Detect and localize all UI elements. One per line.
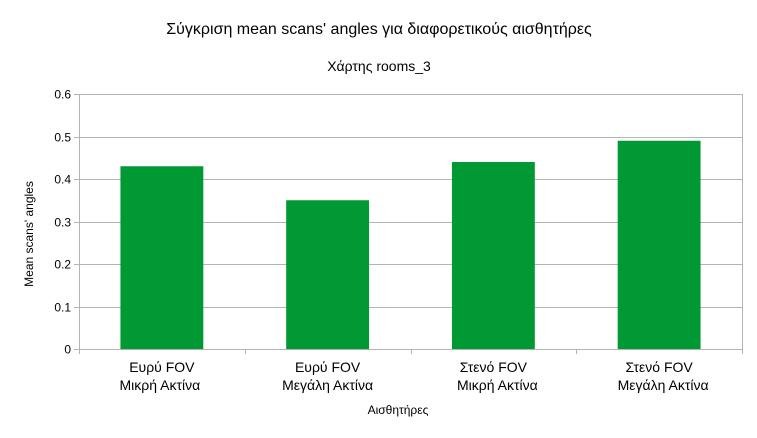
bar bbox=[451, 162, 535, 349]
y-tick-label: 0 bbox=[64, 343, 71, 357]
y-tick-label: 0.1 bbox=[54, 301, 71, 315]
x-axis-label: Αισθητήρες bbox=[368, 403, 429, 417]
y-tick-label: 0.2 bbox=[54, 258, 71, 272]
chart-title: Σύγκριση mean scans' angles για διαφορετ… bbox=[166, 21, 592, 38]
y-tick-labels: 0 0.1 0.2 0.3 0.4 0.5 0.6 bbox=[54, 88, 71, 357]
y-tick-label: 0.4 bbox=[54, 173, 71, 187]
x-category-labels: Ευρύ FOV Μικρή Ακτίνα Ευρύ FOV Μεγάλη Ακτίν… bbox=[120, 359, 709, 393]
x-category-label-line: Ευρύ FOV bbox=[295, 359, 361, 375]
x-category-label-line: Μεγάλη Ακτίνα bbox=[282, 377, 373, 393]
x-category-label: Στενό FOV Μεγάλη Ακτίνα bbox=[618, 359, 709, 393]
y-tick-label: 0.5 bbox=[54, 131, 71, 145]
y-axis-label: Mean scans' angles bbox=[22, 181, 36, 287]
bar bbox=[617, 140, 701, 349]
x-category-label-line: Μικρή Ακτίνα bbox=[457, 377, 538, 393]
x-category-label: Ευρύ FOV Μεγάλη Ακτίνα bbox=[282, 359, 373, 393]
x-category-label-line: Ευρύ FOV bbox=[129, 359, 195, 375]
x-category-label: Στενό FOV Μικρή Ακτίνα bbox=[457, 359, 538, 393]
axes bbox=[74, 94, 743, 354]
y-tick-label: 0.3 bbox=[54, 216, 71, 230]
x-category-label: Ευρύ FOV Μικρή Ακτίνα bbox=[120, 359, 201, 393]
x-category-label-line: Μεγάλη Ακτίνα bbox=[618, 377, 709, 393]
x-category-label-line: Στενό FOV bbox=[626, 359, 694, 375]
chart-subtitle: Χάρτης rooms_3 bbox=[327, 58, 431, 74]
bar bbox=[286, 200, 370, 349]
bars bbox=[120, 140, 701, 349]
y-tick-label: 0.6 bbox=[54, 88, 71, 102]
x-category-label-line: Μικρή Ακτίνα bbox=[120, 377, 201, 393]
x-category-label-line: Στενό FOV bbox=[460, 359, 528, 375]
bar bbox=[120, 166, 204, 349]
